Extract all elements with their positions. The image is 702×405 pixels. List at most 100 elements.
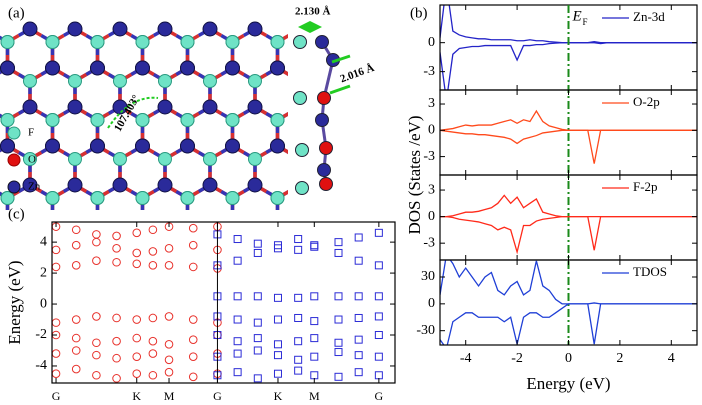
atom-f [202,74,217,88]
band-point [294,313,303,322]
bond [300,107,311,114]
atom-zn [202,177,218,193]
band-point [132,369,142,379]
bond [334,153,345,160]
band-point [253,292,262,301]
band-point [112,231,121,241]
atom-zn [157,177,173,193]
legend-text: Zn-3d [633,9,665,24]
atom [295,181,309,195]
bond [287,33,288,35]
band-point [354,233,363,242]
band-point [253,346,262,355]
atom-f [270,113,285,127]
band-point [273,244,282,253]
band-point [334,292,343,301]
band-point [310,317,319,326]
band-point [253,318,262,327]
band-point [52,245,61,255]
band-point [188,352,198,361]
atom-zn [202,99,218,115]
atom-zn [67,99,83,115]
atom-f [339,153,352,166]
atom-f [90,191,105,205]
atom-f [159,231,172,244]
panel-label: (b) [410,5,428,21]
bond [142,224,153,231]
legend-atom [7,153,21,167]
band-point [132,315,142,324]
y-tick-label: 0 [428,209,435,224]
y-tick-label: 0 [428,123,435,138]
y-tick-label: 0 [428,296,435,311]
band-point [374,331,383,340]
legend-atom [7,126,21,140]
band-point [253,374,262,383]
atom-f [135,35,150,49]
band-point [374,261,383,270]
atom-zn [157,21,173,37]
band-point [233,315,242,324]
atom-zn [0,138,15,154]
bond [334,107,345,114]
atom-f [293,75,306,88]
plot-frame [439,259,698,346]
atom-zn [293,22,307,36]
angle-arc [107,96,159,129]
plot-frame [51,221,396,384]
band-point [92,370,101,380]
band-point [310,242,319,251]
bond [300,107,311,114]
atom [293,35,307,49]
atom-zn [338,100,352,114]
atom [295,143,309,157]
y-tick-label: -3 [423,235,435,250]
y-axis-label: DOS (States /eV) [405,116,424,235]
atom-f [157,74,172,88]
x-tick-label: 0 [565,351,572,366]
band-point [334,315,343,324]
band-point [310,334,319,343]
band-point [148,313,158,323]
band-point [92,256,101,266]
band-point [294,355,303,364]
band-point [112,336,121,346]
y-axis-label: Energy (eV) [5,260,24,344]
y-tick-label: -3 [423,149,435,164]
atom-f [204,231,217,244]
bond [210,231,221,238]
atom-f [225,191,240,205]
bond [199,231,210,238]
y-tick-label: -2 [35,327,47,342]
atom [315,113,329,127]
band-point [71,261,81,270]
atom-zn [91,217,105,231]
band-point [273,293,282,302]
atom-f [45,113,60,127]
bond [266,224,277,231]
band-point [71,333,81,343]
bond [244,231,255,238]
band-point [148,261,158,270]
atom [293,91,307,105]
x-axis-label: Energy (eV) [526,374,610,393]
measure-line [329,84,351,95]
panel-label: (a) [8,5,25,21]
y-tick-label: 3 [428,182,435,197]
atom-zn [44,60,60,76]
atom-f [135,113,150,127]
bond [300,75,311,82]
band-point [233,368,242,377]
band-point [52,369,61,379]
band-point [112,257,121,267]
atom-f [180,191,195,205]
bond [311,224,322,231]
atom-f [45,35,60,49]
band-point [132,228,142,238]
atom-f [270,191,285,205]
bond [97,224,108,231]
band-point [112,374,121,383]
atom-f [90,113,105,127]
atom-zn [90,217,104,231]
